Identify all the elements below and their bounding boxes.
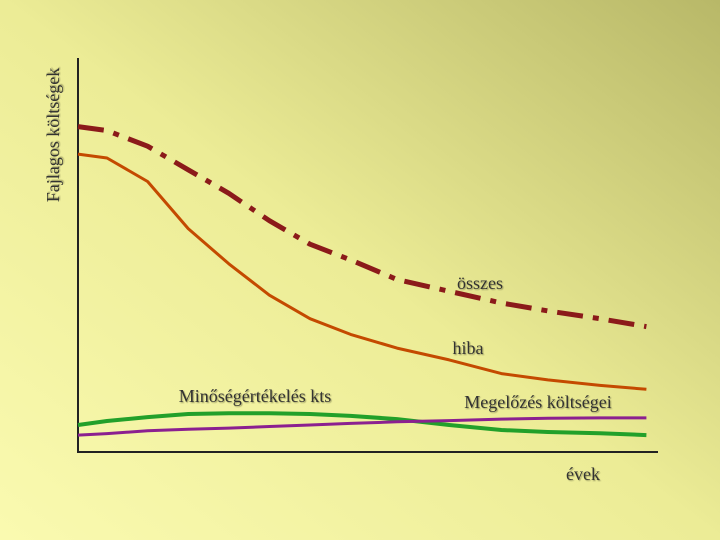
y-axis-label: Fajlagos költségek (43, 68, 63, 202)
series-line (77, 416, 647, 437)
series-line (77, 152, 647, 391)
series-label: Megelőzés költségei (464, 392, 611, 412)
series-line (77, 124, 647, 330)
series-line (77, 411, 647, 438)
x-axis-label: évek (566, 464, 600, 484)
series-label: hiba (453, 338, 484, 358)
series-label: összes (457, 273, 503, 293)
series-label: Minőségértékelés kts (179, 386, 331, 406)
